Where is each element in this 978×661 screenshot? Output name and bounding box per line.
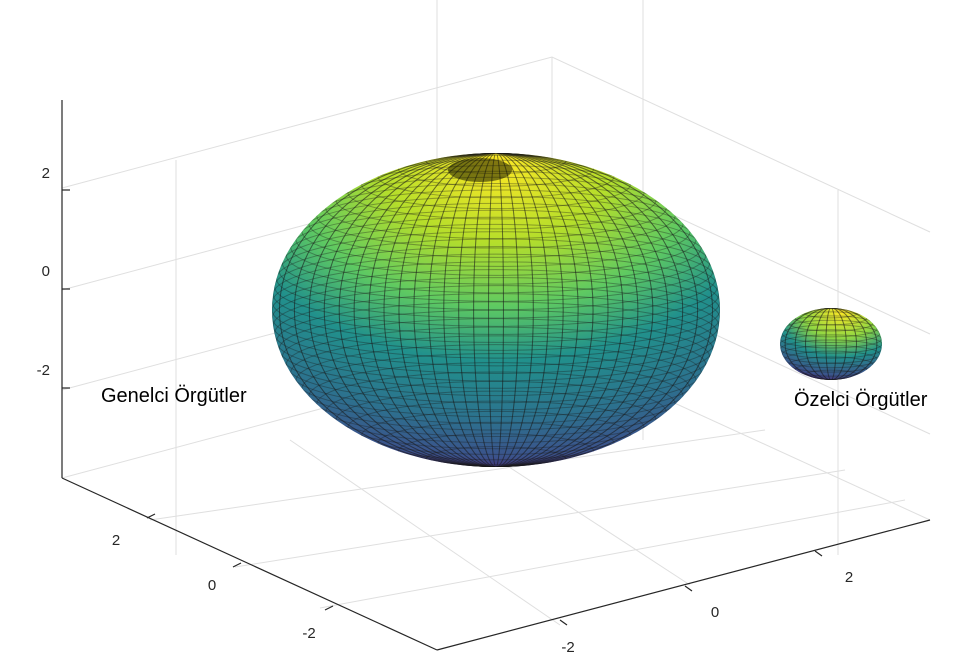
z-tick-label: -2	[37, 362, 50, 379]
mesh-longitude-line	[308, 153, 684, 467]
mesh-longitude-line	[338, 153, 654, 467]
floor-line	[289, 439, 561, 626]
mesh-longitude-line	[784, 308, 878, 380]
x-tick-label: 2	[845, 569, 853, 586]
mesh-longitude-line	[473, 153, 519, 467]
mesh-longitude-line	[825, 308, 837, 380]
mesh-latitude-line	[397, 433, 595, 467]
x-axis-line	[436, 519, 931, 651]
mesh-longitude-line	[293, 153, 699, 467]
mesh-longitude-line	[815, 308, 847, 380]
x-tick-mark	[559, 619, 568, 626]
mesh-longitude-line	[458, 153, 534, 467]
x-tick-label: -2	[561, 639, 574, 656]
mesh-longitude-line	[428, 153, 564, 467]
mesh-longitude-line	[488, 153, 504, 467]
axis-grid	[61, 0, 931, 626]
mesh-longitude-line	[488, 153, 504, 467]
mesh-latitude-line	[281, 318, 711, 397]
mesh-latitude-line	[780, 334, 882, 354]
mesh-latitude-line	[301, 196, 691, 267]
mesh-longitude-line	[383, 153, 609, 467]
mesh-longitude-line	[413, 153, 579, 467]
x-tick-label: 0	[711, 604, 719, 621]
annotation-ozelci: Özelci Örgütler	[794, 389, 928, 411]
mesh-longitude-line	[338, 153, 654, 467]
mesh-longitude-line	[805, 308, 857, 380]
surface-mesh	[780, 308, 882, 380]
y-tick-label: 2	[112, 532, 120, 549]
y-tick-mark	[146, 513, 156, 519]
mesh-longitude-line	[398, 153, 594, 467]
floor-line	[234, 469, 846, 568]
surface-mesh	[272, 153, 720, 467]
mesh-latitude-line	[295, 202, 697, 276]
mesh-longitude-line	[825, 308, 837, 380]
top-pole-shadow	[448, 158, 512, 182]
annotation-genelci: Genelci Örgütler	[101, 385, 247, 407]
mesh-latitude-line	[325, 380, 667, 444]
mesh-longitude-line	[428, 153, 564, 467]
mesh-longitude-line	[323, 153, 669, 467]
mesh-longitude-line	[368, 153, 624, 467]
surface-ozelci	[780, 308, 882, 380]
mesh-longitude-line	[784, 308, 878, 380]
floor-line	[149, 429, 766, 521]
mesh-longitude-line	[293, 153, 699, 467]
mesh-longitude-line	[458, 153, 534, 467]
mesh-longitude-line	[794, 308, 868, 380]
x-tick-mark	[684, 585, 693, 592]
y-axis-line	[61, 477, 438, 651]
y-tick-mark	[324, 605, 334, 611]
mesh-latitude-line	[276, 238, 716, 319]
mesh-longitude-line	[308, 153, 684, 467]
y-tick-mark	[232, 562, 242, 568]
mesh-longitude-line	[443, 153, 549, 467]
mesh-latitude-line	[425, 446, 567, 467]
y-tick-label: 0	[208, 577, 216, 594]
mesh-longitude-line	[815, 308, 847, 380]
y-tick-label: -2	[302, 625, 315, 642]
mesh-longitude-line	[443, 153, 549, 467]
mesh-latitude-line	[281, 223, 711, 302]
mesh-longitude-line	[794, 308, 868, 380]
mesh-longitude-line	[323, 153, 669, 467]
floor-line	[319, 499, 906, 609]
mesh-latitude-line	[276, 301, 716, 382]
mesh-longitude-line	[353, 153, 639, 467]
mesh-latitude-line	[301, 353, 691, 424]
tick-marks	[62, 189, 823, 626]
tick-labels: 2 0 -2 2 0 -2 -2 0 2	[37, 165, 854, 656]
mesh-longitude-line	[278, 153, 714, 467]
x-tick-mark	[814, 550, 823, 557]
mesh-latitude-line	[272, 269, 720, 351]
mesh-longitude-line	[805, 308, 857, 380]
mesh-longitude-line	[383, 153, 609, 467]
z-tick-label: 2	[42, 165, 50, 182]
mesh-longitude-line	[398, 153, 594, 467]
mesh-latitude-line	[316, 183, 676, 249]
sphere-body	[780, 308, 882, 380]
mesh-longitude-line	[413, 153, 579, 467]
ellipsoid-body	[272, 153, 720, 467]
mesh-longitude-line	[368, 153, 624, 467]
mesh-latitude-line	[377, 154, 615, 199]
mesh-longitude-line	[278, 153, 714, 467]
mesh-latitude-line	[295, 344, 697, 418]
z-tick-label: 0	[42, 263, 50, 280]
mesh-longitude-line	[473, 153, 519, 467]
mesh-longitude-line	[353, 153, 639, 467]
surface-genelci	[272, 153, 720, 467]
